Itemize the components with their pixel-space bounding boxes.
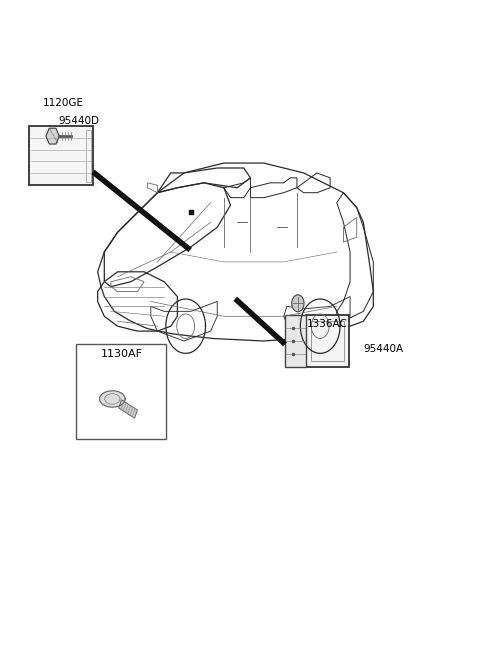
Text: 1130AF: 1130AF bbox=[100, 350, 143, 359]
FancyBboxPatch shape bbox=[306, 315, 349, 367]
Polygon shape bbox=[119, 400, 137, 419]
FancyBboxPatch shape bbox=[285, 315, 306, 367]
Circle shape bbox=[292, 295, 304, 312]
Text: 95440A: 95440A bbox=[363, 344, 404, 354]
Polygon shape bbox=[46, 128, 59, 144]
Text: 95440D: 95440D bbox=[59, 116, 100, 127]
FancyBboxPatch shape bbox=[29, 127, 93, 185]
Polygon shape bbox=[100, 391, 125, 407]
Text: 1336AC: 1336AC bbox=[306, 319, 348, 329]
Text: 1120GE: 1120GE bbox=[43, 98, 84, 108]
